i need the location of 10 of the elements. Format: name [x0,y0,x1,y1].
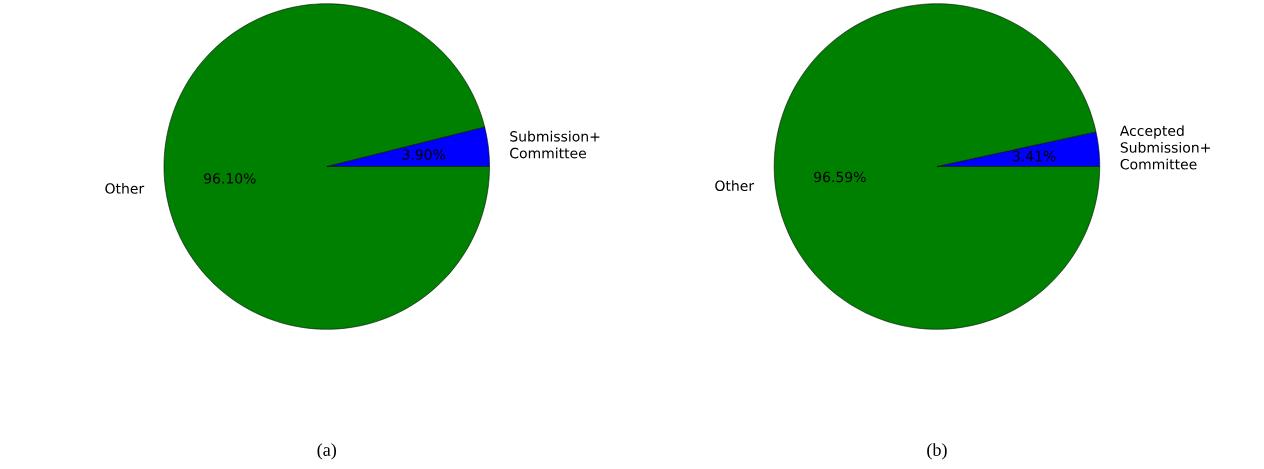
text: (a) [317,443,337,460]
slice-label: Accepted Submission+ Committee [1119,125,1210,170]
data-label: 3.41% [1012,150,1056,162]
slice-label: Other [105,183,145,194]
text: (b) [927,443,947,460]
data-label: 96.59% [814,171,866,183]
slice-label: Submission+ Committee [510,130,600,159]
data-label: 96.10% [204,173,256,184]
slice-label: Other [715,180,755,192]
data-label: 3.90% [402,149,446,160]
